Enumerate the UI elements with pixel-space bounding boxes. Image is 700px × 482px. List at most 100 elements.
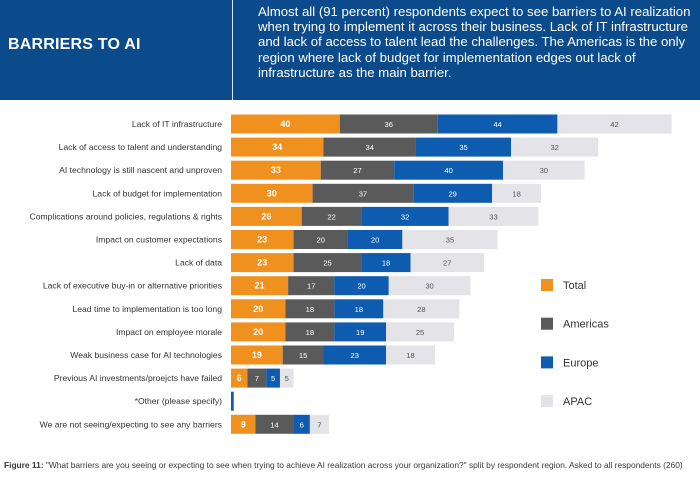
category-label: Lack of IT infrastructure bbox=[132, 119, 222, 129]
bar-segment-total bbox=[231, 137, 324, 157]
bar-segment-americas bbox=[293, 253, 362, 273]
header-divider bbox=[232, 0, 233, 100]
bar-segment-americas bbox=[323, 137, 416, 157]
data-label: 18 bbox=[306, 305, 314, 314]
data-label: 30 bbox=[540, 166, 548, 175]
data-label: 35 bbox=[459, 143, 467, 152]
data-label: 30 bbox=[267, 188, 277, 198]
category-label: Lack of executive buy-in or alternative … bbox=[43, 281, 222, 291]
bar-segment-total bbox=[231, 299, 286, 319]
legend-label: Americas bbox=[563, 319, 609, 331]
bar-segment-americas bbox=[255, 414, 294, 434]
data-label: 25 bbox=[323, 259, 331, 268]
data-label: 36 bbox=[385, 120, 393, 129]
bar-segment-americas bbox=[282, 345, 324, 365]
bar-segment-europe bbox=[323, 345, 387, 365]
category-label: Lack of data bbox=[175, 258, 222, 268]
legend-label: APAC bbox=[563, 396, 592, 408]
caption-label: Figure 11: bbox=[4, 460, 44, 470]
bar-segment-total bbox=[231, 345, 283, 365]
data-label: 37 bbox=[359, 189, 367, 198]
data-label: 20 bbox=[253, 304, 263, 314]
data-label: 9 bbox=[241, 419, 246, 429]
data-label: 7 bbox=[317, 420, 321, 429]
data-label: 27 bbox=[443, 259, 451, 268]
bar-segment-apac bbox=[309, 414, 329, 434]
bar-segment-apac bbox=[383, 299, 460, 319]
bar-segment-apac bbox=[410, 253, 484, 273]
bar-segment-americas bbox=[293, 230, 348, 249]
data-label: 40 bbox=[444, 166, 452, 175]
data-label: 20 bbox=[317, 236, 325, 245]
data-label: 44 bbox=[493, 120, 501, 129]
data-label: 19 bbox=[252, 350, 262, 360]
figure-caption: Figure 11: "What barriers are you seeing… bbox=[4, 460, 698, 471]
data-label: 6 bbox=[237, 373, 242, 383]
data-label: 28 bbox=[417, 305, 425, 314]
bar-segment-total bbox=[231, 206, 302, 226]
data-label: 18 bbox=[406, 351, 414, 360]
data-label: 29 bbox=[448, 189, 456, 198]
bar-segment-apac bbox=[448, 206, 539, 226]
bar-segment-total bbox=[231, 253, 294, 273]
bar-segment-americas bbox=[312, 183, 414, 203]
bar-segment-total bbox=[231, 414, 256, 434]
data-label: 25 bbox=[416, 328, 424, 337]
data-label: 30 bbox=[425, 282, 433, 291]
bar-segment-americas bbox=[339, 114, 438, 134]
data-label: 5 bbox=[271, 374, 275, 383]
data-label: 42 bbox=[610, 120, 618, 129]
category-label: Weak business case for AI technologies bbox=[70, 350, 222, 360]
bar-segment-americas bbox=[288, 276, 335, 296]
bar-segment-europe bbox=[334, 322, 387, 342]
header-banner: BARRIERS TO AI Almost all (91 percent) r… bbox=[0, 0, 700, 100]
bar-segment-total bbox=[231, 230, 294, 249]
barriers-chart: Lack of IT infrastructure 40 36 44 42 Lack of… bbox=[29, 114, 672, 434]
data-label: 14 bbox=[270, 420, 278, 429]
bar-segment-americas bbox=[247, 368, 267, 388]
category-label: AI technology is still nascent and unpro… bbox=[59, 165, 222, 175]
category-label: Lead time to implementation is too long bbox=[72, 304, 222, 314]
data-label: 26 bbox=[261, 211, 271, 221]
category-label: *Other (please specify) bbox=[135, 396, 223, 406]
data-label: 32 bbox=[550, 143, 558, 152]
bar-segment-europe bbox=[334, 299, 384, 319]
data-label: 23 bbox=[257, 258, 267, 268]
data-label: 18 bbox=[355, 305, 363, 314]
bar-segment-europe bbox=[361, 253, 411, 273]
bar-segment-total bbox=[231, 276, 289, 296]
legend-label: Europe bbox=[563, 357, 598, 369]
bar-segment-total bbox=[231, 160, 321, 180]
data-label: 32 bbox=[401, 212, 409, 221]
bar-segment-total bbox=[231, 368, 248, 388]
data-label: 18 bbox=[512, 189, 520, 198]
data-label: 6 bbox=[300, 420, 304, 429]
legend-swatch-europe bbox=[541, 356, 553, 369]
data-label: 35 bbox=[446, 236, 454, 245]
header-summary: Almost all (91 percent) respondents expe… bbox=[258, 4, 691, 80]
data-label: 33 bbox=[271, 165, 281, 175]
bar-segment-europe bbox=[347, 230, 403, 249]
data-label: 34 bbox=[365, 143, 373, 152]
category-label: Lack of budget for implementation bbox=[93, 188, 223, 198]
category-label: Complications around policies, regulatio… bbox=[29, 211, 222, 221]
section-title: BARRIERS TO AI bbox=[8, 36, 141, 53]
data-label: 18 bbox=[306, 328, 314, 337]
data-label: 20 bbox=[253, 327, 263, 337]
bar-segment-apac bbox=[511, 137, 599, 157]
bar-segment-total bbox=[231, 183, 313, 203]
bar-segment-europe bbox=[334, 276, 389, 296]
category-label: Impact on employee morale bbox=[116, 327, 222, 337]
bar-segment-apac bbox=[557, 114, 672, 134]
category-label: Lack of access to talent and understandi… bbox=[59, 142, 223, 152]
bar-segment-europe bbox=[413, 183, 493, 203]
data-label: 20 bbox=[357, 282, 365, 291]
bar-segment-americas bbox=[320, 160, 395, 180]
bar-segment-americas bbox=[285, 299, 335, 319]
bar-segment-americas bbox=[285, 322, 335, 342]
data-label: 23 bbox=[351, 351, 359, 360]
legend-swatch-americas bbox=[541, 317, 553, 330]
data-label: 7 bbox=[255, 374, 259, 383]
bar-segment-apac bbox=[386, 322, 455, 342]
legend-label: Total bbox=[563, 280, 586, 292]
